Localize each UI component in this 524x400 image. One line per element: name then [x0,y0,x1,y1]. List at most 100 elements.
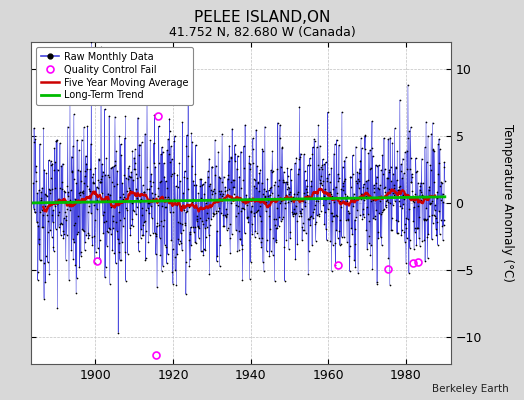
Point [241,230,249,237]
Point [323,175,331,181]
Point [61,199,69,206]
Point [238,246,246,252]
Point [225,221,234,227]
Point [354,176,363,182]
Point [368,266,377,272]
Point [53,136,61,143]
Point [155,160,163,167]
Point [278,144,287,150]
Point [322,237,331,243]
Point [169,209,178,216]
Point [433,242,442,248]
Point [294,212,303,219]
Point [62,232,71,238]
Point [343,193,352,199]
Point [431,213,440,219]
Point [316,180,324,186]
Point [436,183,444,190]
Point [226,154,235,160]
Point [209,212,217,219]
Point [111,162,119,168]
Point [334,178,343,184]
Point [167,172,175,179]
Point [115,133,124,140]
Point [288,209,297,216]
Point [402,215,410,221]
Point [310,188,318,195]
Point [432,195,441,201]
Point [144,239,152,245]
Point [63,183,72,190]
Point [112,228,121,234]
Point [390,185,399,192]
Point [400,228,409,235]
Point [201,200,210,206]
Point [152,223,161,229]
Point [336,198,344,204]
Point [392,217,400,224]
Point [231,151,239,157]
Point [314,162,322,168]
Point [90,180,98,186]
Point [226,234,234,241]
Point [159,263,167,269]
Point [437,179,445,186]
Point [362,178,370,185]
Point [421,216,430,222]
Point [436,216,445,223]
Point [411,155,420,161]
Point [345,252,353,259]
Point [353,207,361,213]
Point [138,232,146,238]
Point [346,174,355,180]
Point [274,192,282,198]
Point [259,200,268,207]
Point [351,241,359,247]
Point [160,216,168,223]
Point [218,192,226,199]
Point [107,204,116,210]
Point [349,203,357,210]
Point [298,205,306,212]
Point [237,148,245,155]
Point [388,202,397,208]
Point [287,198,295,205]
Point [257,180,266,186]
Point [214,197,222,204]
Point [347,184,355,190]
Point [152,231,160,238]
Point [319,202,328,208]
Point [119,196,127,202]
Point [144,199,152,206]
Point [384,255,392,262]
Point [402,260,410,266]
Point [226,250,234,257]
Point [338,199,346,206]
Point [214,188,223,195]
Point [285,199,293,206]
Point [301,198,310,205]
Point [152,232,160,239]
Point [162,260,171,266]
Point [391,165,400,172]
Point [272,237,281,244]
Point [227,231,236,237]
Point [211,172,220,179]
Point [77,178,85,185]
Point [139,182,147,188]
Point [204,173,212,180]
Point [376,198,384,204]
Point [417,196,425,203]
Point [397,168,405,174]
Point [353,169,362,176]
Point [131,146,139,153]
Point [189,182,198,189]
Point [169,280,177,287]
Point [278,145,286,151]
Point [332,184,340,190]
Point [197,195,205,202]
Point [94,156,103,162]
Point [314,122,322,129]
Point [419,194,427,201]
Point [159,198,168,205]
